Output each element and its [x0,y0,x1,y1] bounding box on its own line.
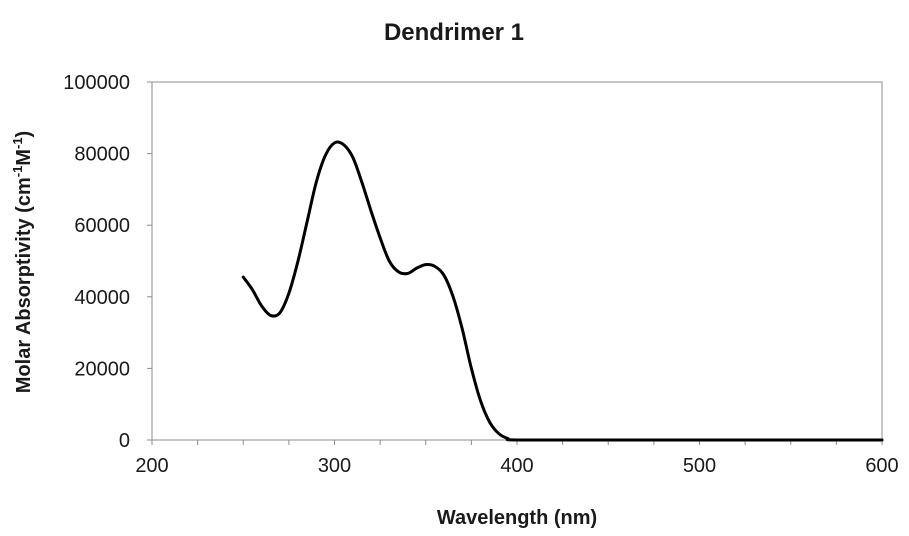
y-tick-label: 0 [119,430,130,452]
y-tick-label: 80000 [74,144,130,166]
y-axis: 0 20000 40000 60000 80000 100000 [63,72,152,452]
y-axis-label-sup1: -1 [10,166,25,178]
x-tick-label: 300 [318,455,351,477]
chart-title: Dendrimer 1 [384,19,524,46]
y-axis-label-sup2: -1 [10,137,25,149]
y-tick-label: 20000 [74,358,130,380]
x-axis-label: Wavelength (nm) [437,507,597,529]
x-axis: 200 300 400 500 600 [135,440,899,477]
y-axis-label-base: Molar Absorptivity (cm [13,177,35,393]
x-tick-label: 200 [135,455,168,477]
y-axis-label-mid: M [13,149,35,166]
y-axis-label: Molar Absorptivity (cm-1M-1) [10,131,35,393]
x-tick-label: 400 [500,455,533,477]
y-axis-label-end: ) [13,131,35,138]
y-tick-label: 40000 [74,287,130,309]
x-tick-label: 500 [683,455,716,477]
x-tick-label: 600 [865,455,898,477]
y-tick-label: 60000 [74,215,130,237]
y-tick-label: 100000 [63,72,130,94]
plot-area [151,81,883,441]
series-line [241,140,884,442]
